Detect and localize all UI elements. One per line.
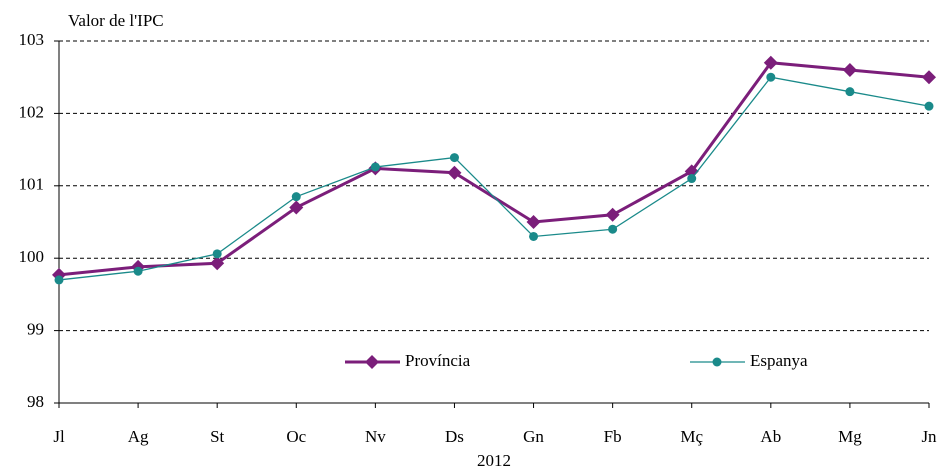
x-tick-label: Gn xyxy=(523,427,544,446)
y-tick-label: 103 xyxy=(19,30,45,49)
x-tick-label: Jl xyxy=(53,427,65,446)
y-tick-label: 98 xyxy=(27,392,44,411)
y-tick-label: 99 xyxy=(27,320,44,339)
legend-label: Província xyxy=(405,351,471,370)
data-point xyxy=(924,101,934,111)
x-tick-label: Fb xyxy=(604,427,622,446)
data-point xyxy=(447,165,462,180)
data-point xyxy=(605,207,620,222)
x-tick-label: Ab xyxy=(760,427,781,446)
data-point xyxy=(289,200,304,215)
x-tick-label: St xyxy=(210,427,224,446)
data-point xyxy=(526,215,541,229)
series-line xyxy=(58,61,930,277)
data-point xyxy=(763,55,778,70)
x-tick-label: Oc xyxy=(286,427,306,446)
legend-marker xyxy=(712,357,722,367)
x-tick-label: Mç xyxy=(680,427,703,446)
data-point xyxy=(133,266,143,276)
legend-marker xyxy=(365,355,379,369)
data-point xyxy=(845,87,855,97)
y-tick-label: 101 xyxy=(19,175,45,194)
x-tick-label: Nv xyxy=(365,427,386,446)
x-axis-title: 2012 xyxy=(477,451,511,470)
y-tick-label: 100 xyxy=(19,247,45,266)
x-tick-label: Ag xyxy=(128,427,149,446)
y-tick-label: 102 xyxy=(19,102,45,121)
data-point xyxy=(370,162,380,172)
data-point xyxy=(54,275,64,285)
legend-label: Espanya xyxy=(750,351,808,370)
y-axis-title: Valor de l'IPC xyxy=(68,11,164,30)
x-tick-label: Mg xyxy=(838,427,862,446)
data-point xyxy=(212,249,222,259)
data-point xyxy=(687,174,697,184)
data-point xyxy=(529,231,539,241)
x-tick-label: Ds xyxy=(445,427,464,446)
data-point xyxy=(608,224,618,234)
data-point xyxy=(766,72,776,82)
data-point xyxy=(842,62,857,77)
series-line xyxy=(58,76,930,281)
data-point xyxy=(291,192,301,202)
data-point xyxy=(210,256,225,271)
x-tick-label: Jn xyxy=(921,427,937,446)
data-point xyxy=(922,70,936,85)
data-point xyxy=(449,153,459,163)
